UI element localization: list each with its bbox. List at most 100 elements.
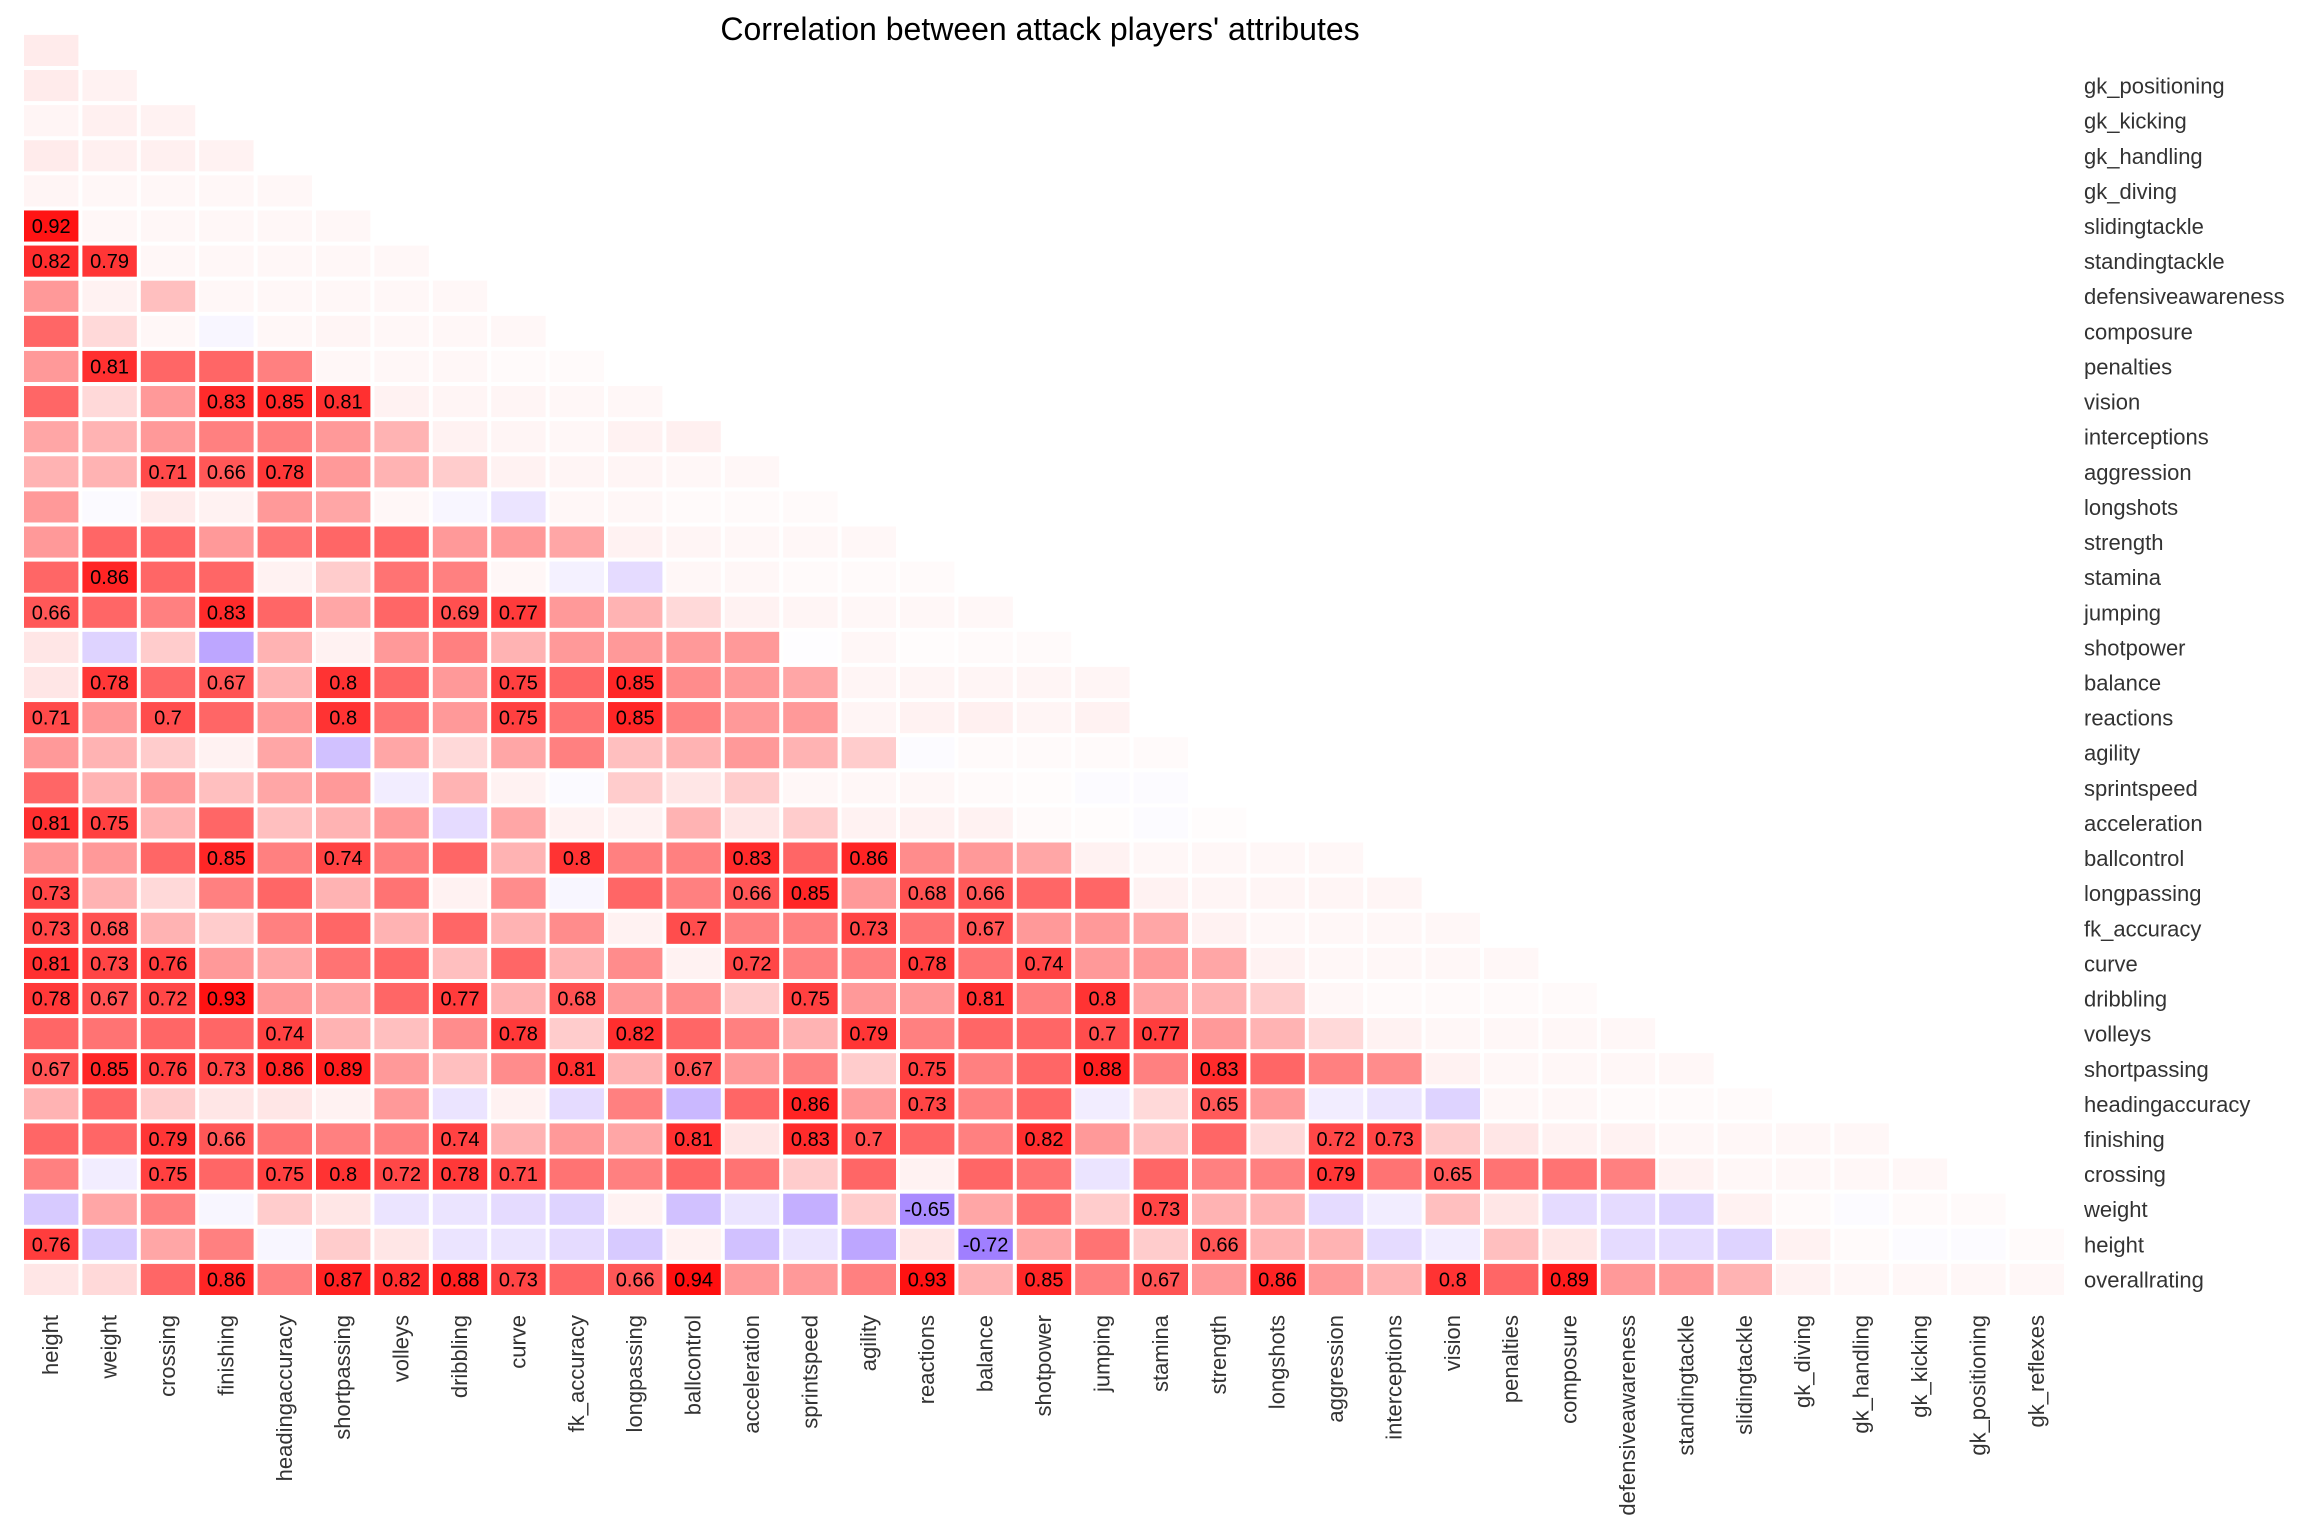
heatmap-cell-curve-stamina: [1133, 947, 1188, 979]
heatmap-cell-finishing-stamina: [1133, 1123, 1188, 1155]
heatmap-cell-sprintspeed-weight: [82, 772, 137, 804]
x-tick-label: curve: [505, 1315, 530, 1369]
y-tick-label: strength: [2084, 530, 2164, 555]
heatmap-cell-weight-jumping: [1075, 1193, 1130, 1225]
heatmap-cell-ballcontrol-agility: [841, 842, 896, 874]
heatmap-cell-shortpassing-shortpassing: [316, 1053, 371, 1085]
heatmap-cell-longpassing-stamina: [1133, 877, 1188, 909]
cell-value-label: 0.73: [1375, 1129, 1414, 1151]
cell-value-label: 0.76: [149, 1059, 188, 1081]
heatmap-cell-curve-aggression: [1308, 947, 1364, 979]
heatmap-cell-longshots-height: [24, 491, 79, 523]
heatmap-cell-shotpower-volleys: [374, 631, 429, 663]
heatmap-cell-acceleration-stamina: [1133, 807, 1188, 839]
heatmap-cell-crossing-headingaccuracy: [257, 1158, 312, 1190]
heatmap-cell-finishing-standingtackle: [1659, 1123, 1714, 1155]
cell-value-label: 0.78: [32, 989, 71, 1011]
heatmap-cell-headingaccuracy-longpassing: [608, 1088, 663, 1120]
heatmap-cell-height-curve: [491, 1228, 546, 1260]
cell-value-label: 0.81: [966, 989, 1005, 1011]
heatmap-cell-curve-headingaccuracy: [257, 947, 312, 979]
heatmap-cell-strength-crossing: [140, 526, 196, 558]
heatmap-cell-height-fk_accuracy: [549, 1228, 604, 1260]
heatmap-cell-agility-stamina: [1133, 737, 1188, 769]
heatmap-cell-aggression-finishing: [199, 456, 254, 488]
heatmap-cell-headingaccuracy-vision: [1425, 1088, 1480, 1120]
heatmap-cell-longshots-curve: [491, 491, 546, 523]
heatmap-cell-stamina-volleys: [374, 561, 429, 593]
heatmap-cell-sprintspeed-sprintspeed: [783, 772, 838, 804]
cell-value-label: 0.89: [1550, 1269, 1589, 1291]
y-tick-label: headingaccuracy: [2084, 1092, 2250, 1117]
cell-value-label: 0.72: [733, 953, 772, 975]
heatmap-cell-dribbling-longpassing: [608, 982, 663, 1015]
heatmap-cell-acceleration-balance: [958, 807, 1013, 839]
heatmap-cell-fk_accuracy-vision: [1425, 912, 1480, 944]
heatmap-cell-aggression-headingaccuracy: [257, 456, 312, 488]
heatmap-cell-volleys-weight: [82, 1018, 137, 1050]
x-tick-label: penalties: [1498, 1315, 1523, 1403]
cell-value-label: 0.8: [1439, 1269, 1467, 1291]
cell-value-label: 0.75: [499, 708, 538, 730]
heatmap-cell-dribbling-crossing: [140, 982, 196, 1015]
x-tick-label: aggression: [1323, 1315, 1348, 1423]
cell-value-label: 0.79: [849, 1024, 888, 1046]
heatmap-cell-crossing-penalties: [1484, 1158, 1539, 1190]
heatmap-cell-aggression-fk_accuracy: [549, 456, 604, 488]
y-tick-label: volleys: [2084, 1022, 2151, 1047]
heatmap-cell-reactions-weight: [82, 702, 137, 734]
heatmap-cell-crossing-aggression: [1308, 1158, 1364, 1190]
heatmap-cell-curve-curve: [491, 947, 546, 979]
heatmap-cell-stamina-headingaccuracy: [257, 561, 312, 593]
heatmap-cell-longpassing-crossing: [140, 877, 196, 909]
heatmap-cell-vision-curve: [491, 386, 546, 418]
heatmap-cell-dribbling-weight: [82, 982, 137, 1015]
heatmap-cell-overallrating-reactions: [900, 1263, 955, 1295]
heatmap-cell-ballcontrol-crossing: [140, 842, 196, 874]
heatmap-cell-interceptions-volleys: [374, 421, 429, 453]
x-tick-label: longshots: [1265, 1315, 1290, 1409]
cell-value-label: 0.67: [1141, 1269, 1180, 1291]
heatmap-cell-jumping-shortpassing: [316, 596, 371, 628]
cell-value-label: 0.73: [908, 1094, 947, 1116]
heatmap-cell-standingtackle-height: [24, 245, 79, 277]
heatmap-cell-shortpassing-strength: [1192, 1053, 1247, 1085]
heatmap-cell-balance-acceleration: [724, 666, 780, 699]
heatmap-cell-curve-ballcontrol: [666, 947, 721, 979]
heatmap-cell-volleys-balance: [958, 1018, 1013, 1050]
heatmap-cell-balance-curve: [491, 666, 546, 699]
heatmap-cell-longshots-shortpassing: [316, 491, 371, 523]
heatmap-cell-longpassing-headingaccuracy: [257, 877, 312, 909]
heatmap-cell-reactions-reactions: [900, 702, 955, 734]
heatmap-cell-dribbling-interceptions: [1367, 982, 1422, 1015]
heatmap-cell-height-longshots: [1250, 1228, 1305, 1260]
heatmap-cell-composure-finishing: [199, 315, 254, 347]
y-tick-label: finishing: [2084, 1127, 2165, 1152]
heatmap-cell-acceleration-curve: [491, 807, 546, 839]
heatmap-cell-finishing-ballcontrol: [666, 1123, 721, 1155]
heatmap-cell-interceptions-crossing: [140, 421, 196, 453]
heatmap-cell-shortpassing-vision: [1425, 1053, 1480, 1085]
heatmap-cell-composure-volleys: [374, 315, 429, 347]
cell-value-label: 0.85: [791, 883, 830, 905]
heatmap-cell-reactions-dribbling: [432, 702, 488, 734]
heatmap-cell-weight-standingtackle: [1659, 1193, 1714, 1225]
heatmap-cell-aggression-height: [24, 456, 79, 488]
heatmap-cell-finishing-gk_diving: [1776, 1123, 1831, 1155]
heatmap-cell-jumping-finishing: [199, 596, 254, 628]
heatmap-cell-crossing-strength: [1192, 1158, 1247, 1190]
heatmap-cell-sprintspeed-acceleration: [724, 772, 780, 804]
cell-value-label: 0.67: [966, 918, 1005, 940]
heatmap-cell-dribbling-sprintspeed: [783, 982, 838, 1015]
heatmap-cell-headingaccuracy-shotpower: [1016, 1088, 1072, 1120]
heatmap-cell-balance-crossing: [140, 666, 196, 699]
x-tick-label: headingaccuracy: [272, 1315, 297, 1481]
heatmap-cell-defensiveawareness-weight: [82, 280, 137, 312]
heatmap-cell-agility-balance: [958, 737, 1013, 769]
cell-value-label: 0.93: [908, 1269, 947, 1291]
heatmap-cell-vision-fk_accuracy: [549, 386, 604, 418]
y-tick-label: acceleration: [2084, 811, 2203, 836]
cell-value-label: 0.7: [154, 708, 182, 730]
heatmap-cell-height-agility: [841, 1228, 896, 1260]
heatmap-cell-longpassing-volleys: [374, 877, 429, 909]
